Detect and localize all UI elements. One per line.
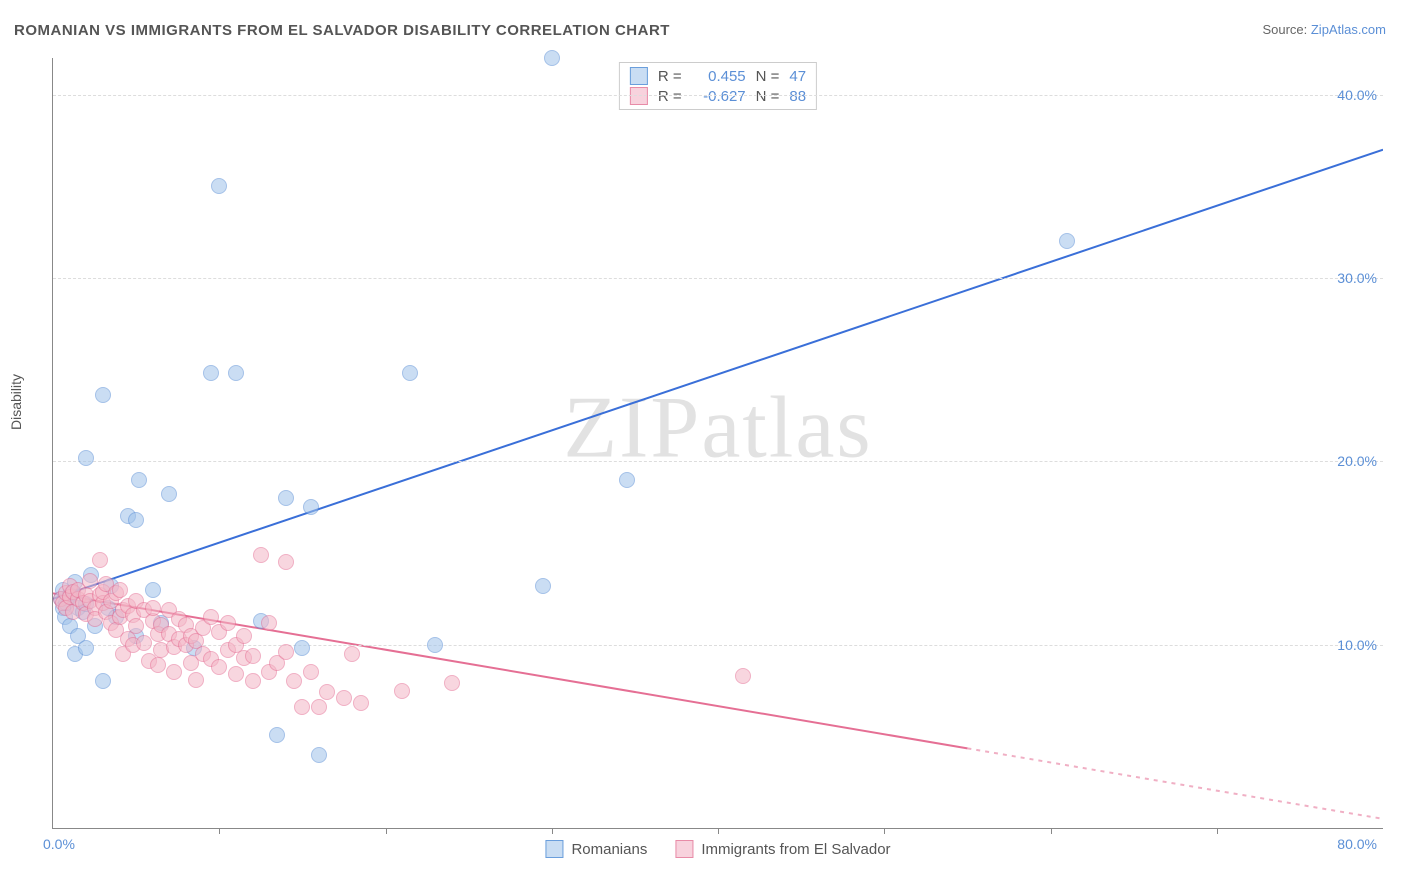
scatter-point (353, 695, 369, 711)
x-axis-max-label: 80.0% (1337, 836, 1377, 852)
scatter-point (319, 684, 335, 700)
x-tick-mark (1217, 828, 1218, 834)
scatter-point (444, 675, 460, 691)
scatter-point (1059, 233, 1075, 249)
scatter-point (82, 573, 98, 589)
scatter-point (211, 659, 227, 675)
scatter-point (150, 657, 166, 673)
legend-n-value-1: 88 (789, 88, 806, 105)
y-tick-label: 40.0% (1337, 87, 1377, 103)
series-legend: Romanians Immigrants from El Salvador (545, 840, 890, 858)
scatter-point (131, 472, 147, 488)
scatter-point (311, 699, 327, 715)
legend-item-0: Romanians (545, 840, 647, 858)
legend-row-series-0: R = 0.455 N = 47 (630, 67, 806, 85)
scatter-point (261, 615, 277, 631)
scatter-point (344, 646, 360, 662)
scatter-point (535, 578, 551, 594)
scatter-point (95, 387, 111, 403)
scatter-point (161, 486, 177, 502)
legend-n-label: N = (756, 88, 780, 105)
scatter-point (278, 490, 294, 506)
y-tick-label: 10.0% (1337, 637, 1377, 653)
legend-name-0: Romanians (571, 841, 647, 858)
scatter-point (245, 648, 261, 664)
scatter-point (286, 673, 302, 689)
scatter-point (211, 178, 227, 194)
scatter-point (278, 644, 294, 660)
scatter-point (203, 609, 219, 625)
legend-r-label: R = (658, 88, 682, 105)
x-axis-min-label: 0.0% (43, 836, 75, 852)
gridline-h (53, 461, 1383, 462)
scatter-point (427, 637, 443, 653)
scatter-point (253, 547, 269, 563)
legend-swatch-1 (630, 87, 648, 105)
scatter-point (78, 640, 94, 656)
scatter-point (203, 365, 219, 381)
scatter-point (294, 699, 310, 715)
scatter-point (294, 640, 310, 656)
x-tick-mark (718, 828, 719, 834)
source-prefix: Source: (1262, 22, 1310, 37)
chart-title: ROMANIAN VS IMMIGRANTS FROM EL SALVADOR … (14, 22, 670, 39)
x-tick-mark (1051, 828, 1052, 834)
scatter-point (336, 690, 352, 706)
x-tick-mark (219, 828, 220, 834)
x-tick-mark (552, 828, 553, 834)
scatter-point (394, 683, 410, 699)
gridline-h (53, 278, 1383, 279)
scatter-point (278, 554, 294, 570)
scatter-point (78, 450, 94, 466)
scatter-point (228, 365, 244, 381)
trend-lines-layer (53, 58, 1383, 828)
legend-row-series-1: R = -0.627 N = 88 (630, 87, 806, 105)
legend-swatch-bottom-1 (675, 840, 693, 858)
scatter-point (303, 664, 319, 680)
gridline-h (53, 95, 1383, 96)
legend-n-value-0: 47 (789, 68, 806, 85)
watermark-text: ZIPatlas (563, 377, 872, 478)
legend-r-value-1: -0.627 (692, 88, 746, 105)
scatter-point (220, 615, 236, 631)
scatter-point (188, 672, 204, 688)
scatter-point (166, 664, 182, 680)
legend-name-1: Immigrants from El Salvador (701, 841, 890, 858)
scatter-point (95, 673, 111, 689)
scatter-plot-area: ZIPatlas R = 0.455 N = 47 R = -0.627 N =… (52, 58, 1383, 829)
gridline-h (53, 645, 1383, 646)
legend-n-label: N = (756, 68, 780, 85)
scatter-point (128, 618, 144, 634)
scatter-point (145, 600, 161, 616)
legend-swatch-bottom-0 (545, 840, 563, 858)
scatter-point (735, 668, 751, 684)
correlation-legend: R = 0.455 N = 47 R = -0.627 N = 88 (619, 62, 817, 110)
scatter-point (269, 727, 285, 743)
scatter-point (619, 472, 635, 488)
scatter-point (303, 499, 319, 515)
legend-r-value-0: 0.455 (692, 68, 746, 85)
scatter-point (544, 50, 560, 66)
y-tick-label: 20.0% (1337, 453, 1377, 469)
scatter-point (311, 747, 327, 763)
scatter-point (236, 628, 252, 644)
scatter-point (145, 582, 161, 598)
scatter-point (112, 582, 128, 598)
legend-item-1: Immigrants from El Salvador (675, 840, 890, 858)
x-tick-mark (884, 828, 885, 834)
y-tick-label: 30.0% (1337, 270, 1377, 286)
legend-swatch-0 (630, 67, 648, 85)
legend-r-label: R = (658, 68, 682, 85)
source-link[interactable]: ZipAtlas.com (1311, 22, 1386, 37)
scatter-point (92, 552, 108, 568)
scatter-point (245, 673, 261, 689)
x-tick-mark (386, 828, 387, 834)
y-axis-label: Disability (8, 374, 24, 430)
scatter-point (128, 512, 144, 528)
scatter-point (402, 365, 418, 381)
scatter-point (228, 666, 244, 682)
source-attribution: Source: ZipAtlas.com (1262, 22, 1386, 37)
